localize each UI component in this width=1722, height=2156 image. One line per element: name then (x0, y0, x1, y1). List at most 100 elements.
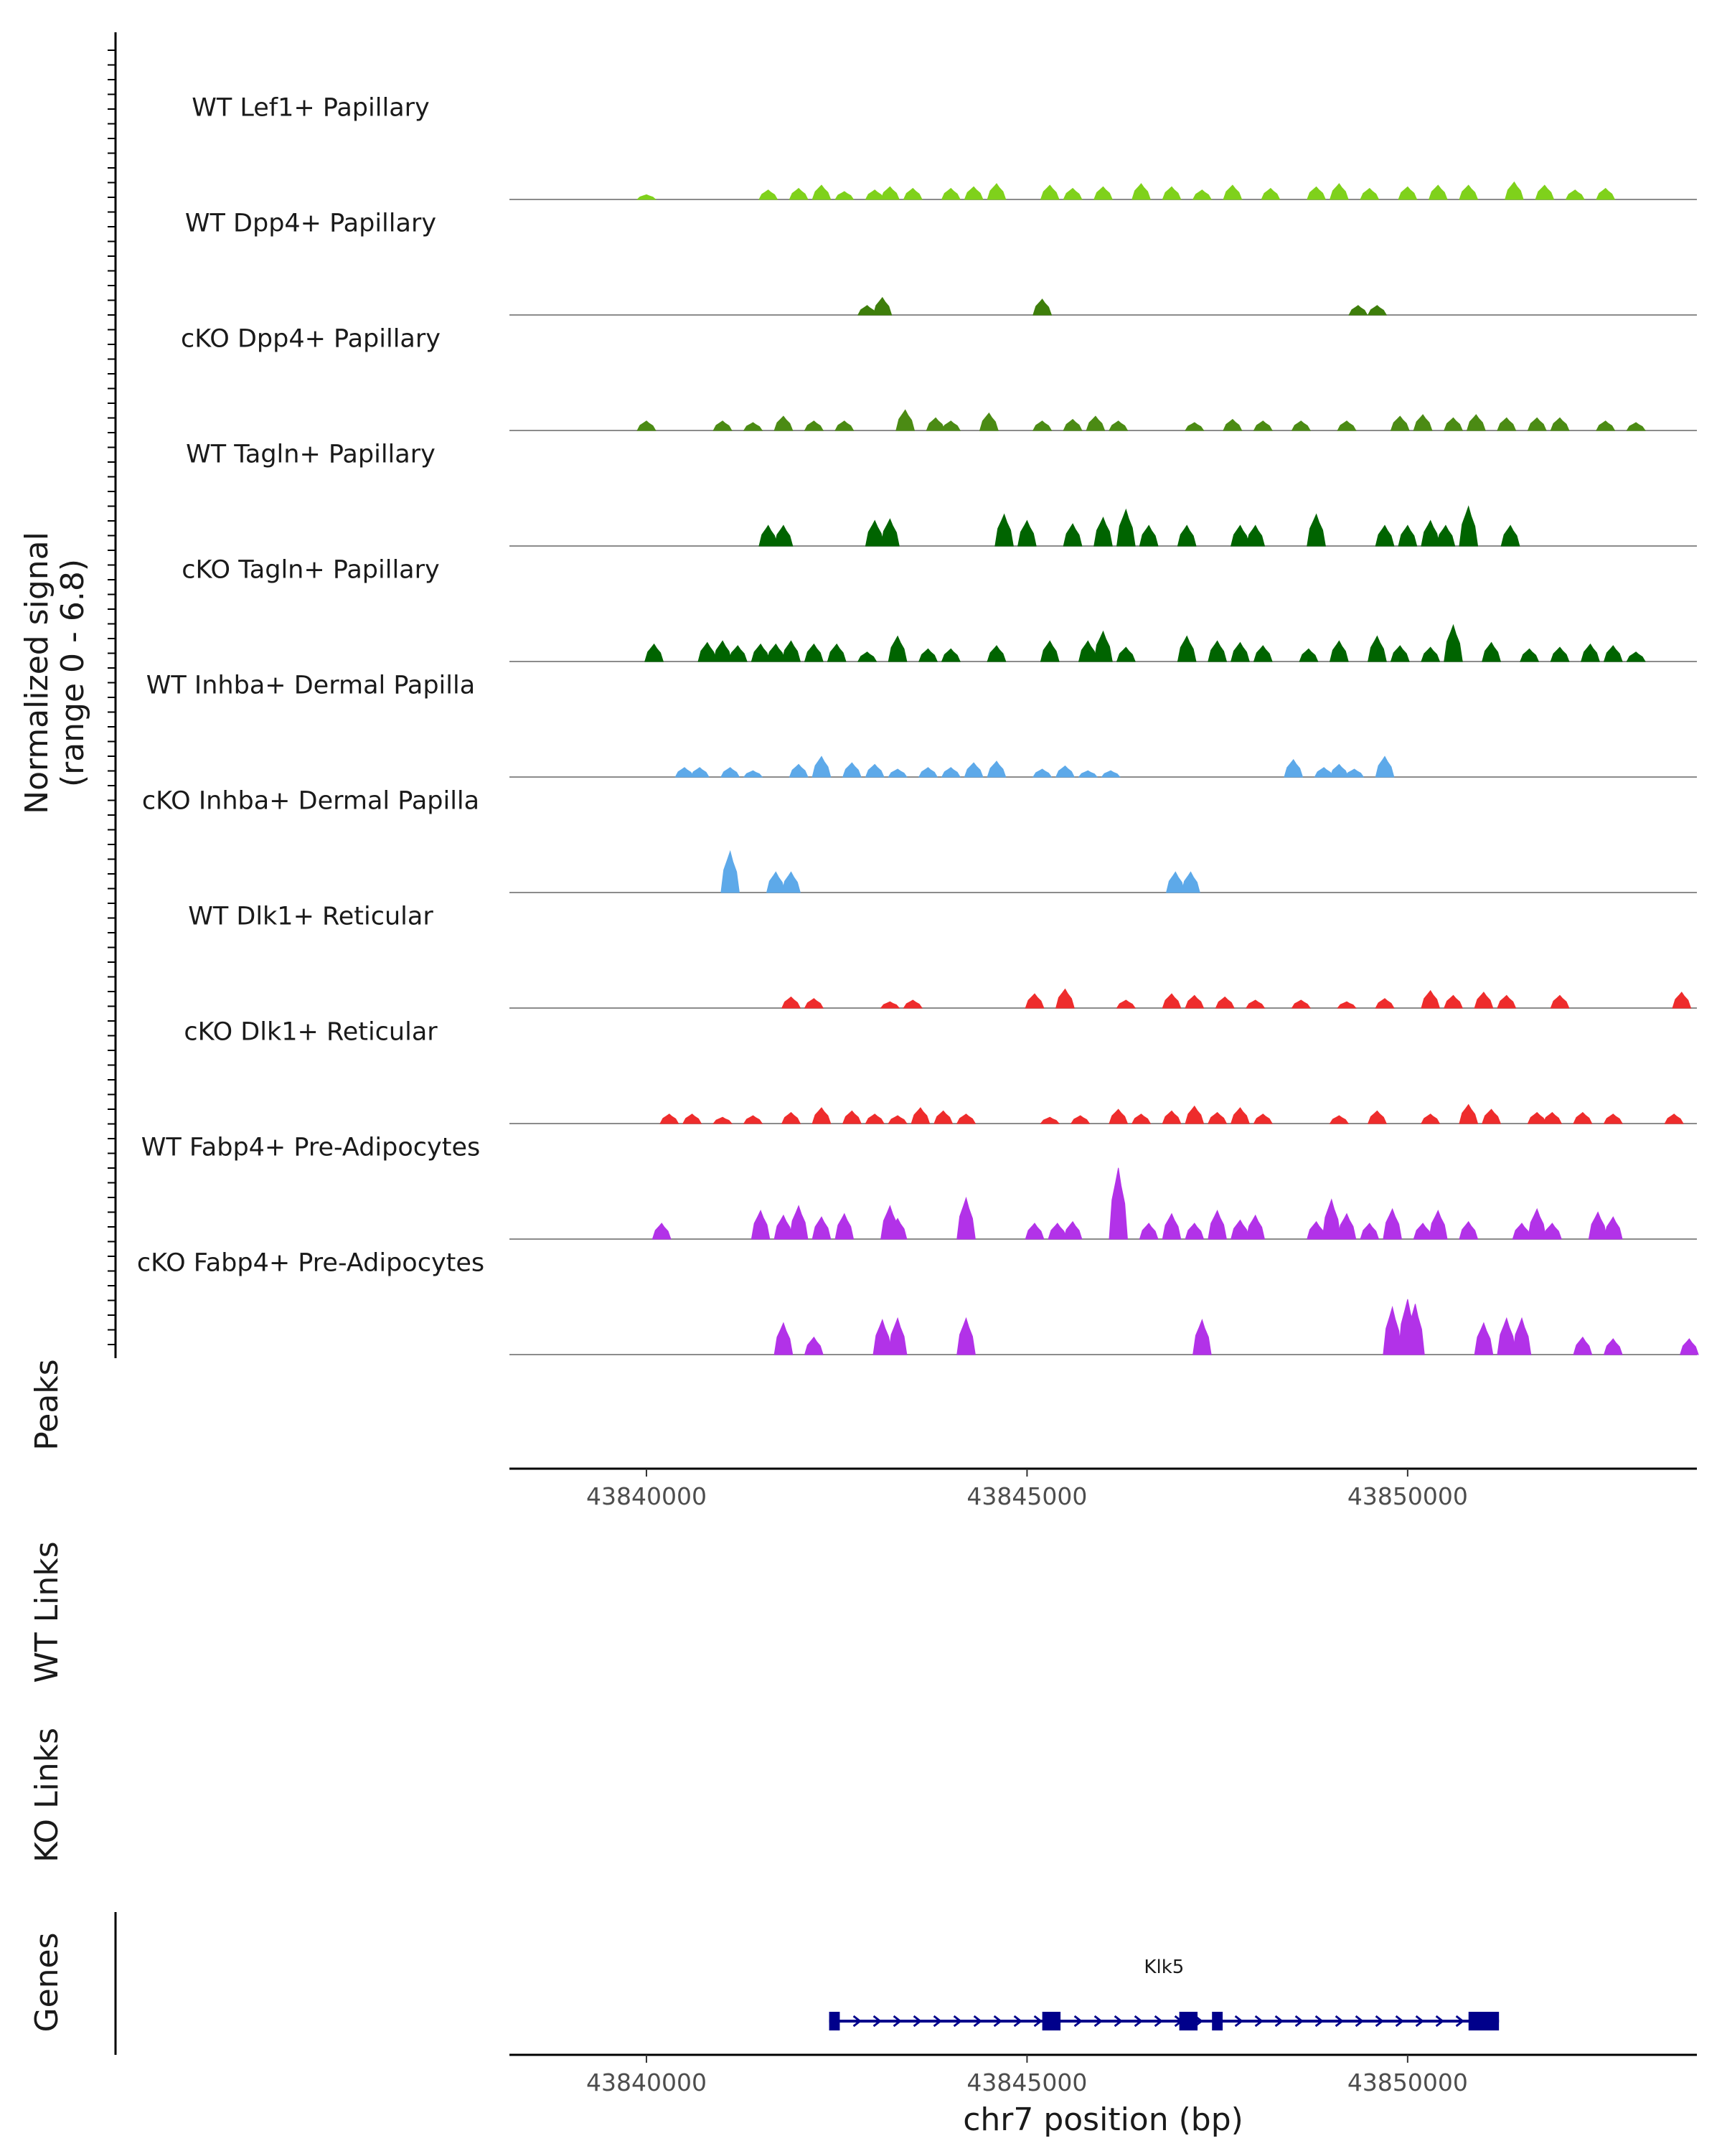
coverage-peak (1231, 1107, 1250, 1124)
track-label: WT Dpp4+ Papillary (185, 210, 436, 238)
coverage-peak (1284, 758, 1304, 778)
coverage-peak (1398, 186, 1418, 200)
coverage-peak (1291, 420, 1311, 431)
gene-strand-arrow (1355, 2015, 1365, 2028)
coverage-peak (933, 1110, 954, 1124)
gene-strand-arrow (993, 2015, 1003, 2028)
coverage-peak (1177, 524, 1197, 547)
coverage-peak (1246, 524, 1266, 547)
x-tick-label: 43845000 (966, 2068, 1087, 2096)
coverage-peak (743, 770, 763, 778)
track-label: WT Dlk1+ Reticular (188, 903, 433, 931)
coverage-peak (1109, 1167, 1128, 1240)
coverage-peak (1573, 1111, 1593, 1124)
coverage-peak (1093, 517, 1113, 547)
coverage-peak (1505, 181, 1524, 200)
coverage-peak (1406, 1304, 1425, 1355)
coverage-peak (1162, 186, 1182, 200)
coverage-peak (720, 767, 740, 778)
coverage-peak (1040, 184, 1060, 200)
coverage-peak (1482, 1108, 1502, 1124)
coverage-peak (743, 1115, 763, 1124)
coverage-peak (1626, 422, 1646, 431)
coverage-peak (1231, 641, 1250, 662)
coverage-peak (773, 1322, 794, 1355)
gene-strand-arrow (1335, 2015, 1345, 2028)
coverage-peak (994, 513, 1014, 547)
coverage-peak (888, 768, 908, 778)
gene-strand-arrow (872, 2015, 883, 2028)
track-label: WT Fabp4+ Pre-Adipocytes (141, 1134, 480, 1162)
coverage-peak (1497, 417, 1517, 431)
coverage-peak (636, 194, 657, 200)
coverage-peak (1497, 994, 1517, 1009)
coverage-peak (1390, 645, 1410, 662)
coverage-peak (941, 420, 961, 431)
coverage-peak (1375, 755, 1395, 778)
coverage-peak (903, 999, 923, 1009)
coverage-peak (1025, 1223, 1045, 1240)
coverage-peak (941, 187, 961, 200)
coverage-peak (1459, 184, 1479, 200)
coverage-peak (918, 767, 938, 778)
gene-strand-arrow (1093, 2015, 1104, 2028)
coverage-peak (743, 422, 763, 431)
gene-strand-arrow (1375, 2015, 1385, 2028)
coverage-peak (1543, 1223, 1562, 1240)
coverage-peak (865, 1114, 885, 1124)
track-title: WT Links (29, 1541, 65, 1682)
coverage-peak (659, 1114, 679, 1124)
coverage-peak (1181, 871, 1200, 893)
coverage-peak (712, 640, 733, 662)
coverage-peak (1421, 519, 1441, 547)
coverage-peak (674, 767, 695, 778)
coverage-peak (834, 1213, 855, 1240)
coverage-peak (811, 184, 832, 200)
coverage-peak (1444, 417, 1463, 431)
coverage-peak (888, 1115, 908, 1124)
gene-strand-arrow (1435, 2015, 1445, 2028)
coverage-peak (1063, 418, 1083, 431)
coverage-peak (1162, 993, 1182, 1009)
coverage-peak (1512, 1317, 1532, 1355)
coverage-peak (1208, 640, 1228, 662)
coverage-peak (758, 524, 778, 547)
gene-strand-arrow (852, 2015, 862, 2028)
coverage-peak (1520, 648, 1540, 662)
coverage-peak (1368, 635, 1387, 662)
coverage-peak (1017, 519, 1037, 547)
coverage-peak (842, 762, 862, 778)
gene-strand-arrow (1073, 2015, 1083, 2028)
coverage-peak (1291, 999, 1312, 1009)
gene-strand-arrow (933, 2015, 943, 2028)
coverage-peak (1055, 988, 1075, 1009)
coverage-peak (956, 1114, 977, 1124)
coverage-peak (1436, 524, 1456, 547)
coverage-peak (758, 189, 778, 200)
coverage-peak (1527, 1208, 1547, 1240)
coverage-peak (1344, 768, 1365, 778)
coverage-peak (1588, 1211, 1608, 1240)
coverage-peak (1500, 524, 1520, 547)
coverage-peak (1626, 651, 1646, 662)
coverage-peak (1550, 646, 1570, 662)
coverage-peak (1337, 1213, 1357, 1240)
coverage-peak (1367, 1110, 1387, 1124)
coverage-peak (1322, 1198, 1342, 1240)
coverage-peak (1459, 1220, 1479, 1240)
coverage-peak (964, 186, 984, 200)
coverage-peak (872, 296, 893, 316)
coverage-peak (1261, 187, 1281, 200)
coverage-peak (1581, 643, 1600, 662)
coverage-peak (1466, 414, 1486, 431)
coverage-peak (789, 187, 809, 200)
coverage-peak (1208, 1111, 1228, 1124)
coverage-peak (1596, 187, 1616, 200)
track-label: WT Lef1+ Papillary (192, 94, 430, 123)
coverage-peak (1337, 420, 1357, 431)
coverage-peak (682, 1114, 702, 1124)
coverage-peak (888, 635, 908, 662)
coverage-peak (1253, 645, 1273, 662)
coverage-peak (1185, 1105, 1205, 1124)
coverage-peak (1375, 524, 1395, 547)
